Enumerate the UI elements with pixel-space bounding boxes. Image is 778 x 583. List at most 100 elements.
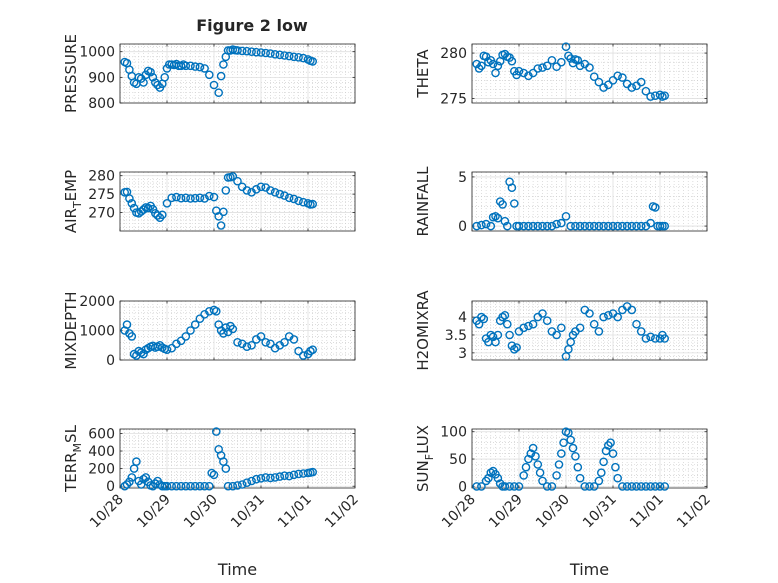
data-point [660,482,670,491]
x-tick-label: 11/02 [674,492,714,532]
data-point [601,446,611,456]
data-point [568,443,578,453]
data-point [266,339,275,349]
data-point [233,176,242,186]
data-point [127,473,137,482]
data-point [209,470,219,480]
data-point [599,457,608,467]
data-point [181,332,191,341]
data-point [613,71,623,81]
data-point [542,482,552,491]
data-point [186,326,195,335]
data-point [613,312,623,322]
y-axis-label: PRESSURE [62,34,80,113]
data-point [622,221,632,231]
data-point [127,332,137,341]
data-point [122,320,132,329]
x-tick-label: 10/29 [486,492,526,532]
data-point [498,312,507,322]
x-axis-label: Time [569,560,609,579]
data-point [195,314,205,324]
data-point [514,482,524,491]
data-point [512,343,521,352]
data-point [521,462,531,472]
data-point [479,314,489,324]
data-point [484,473,493,483]
data-point [294,469,303,479]
data-point [200,481,209,491]
data-point [655,221,665,231]
data-point [176,481,186,491]
data-point [211,306,221,316]
axes-box [471,300,708,361]
data-point [528,443,538,453]
data-point [247,476,256,486]
figure-title: Figure 2 low [196,16,308,35]
data-point [519,471,529,480]
data-point [552,62,561,71]
data-point [507,56,517,66]
data-point [606,438,615,448]
data-point [575,61,585,71]
data-point [519,323,529,333]
data-point [599,221,608,231]
data-point [127,198,137,208]
data-point [493,61,503,71]
data-point [585,221,594,231]
x-tick-label: 10/31 [580,492,620,532]
data-point [143,203,153,213]
data-point [186,61,195,71]
data-point [528,68,538,78]
data-point [488,59,498,69]
y-tick-label: 0 [106,479,115,495]
data-point [195,193,205,203]
data-point [542,61,552,71]
y-tick-label: 400 [88,444,115,460]
data-point [557,218,566,228]
y-tick-label: 280 [440,46,467,62]
data-point [519,221,529,231]
y-tick-label: 275 [440,91,467,107]
data-point [604,221,613,231]
data-point [585,482,594,491]
y-tick-label: 5 [458,170,467,186]
data-point [214,211,223,221]
data-point [195,481,205,491]
data-point [233,481,242,490]
data-point [261,337,271,347]
data-point [251,474,261,484]
data-point [561,42,571,52]
data-point [651,334,660,343]
data-point [597,468,606,478]
data-point [216,221,226,230]
data-point [228,481,238,491]
y-tick-label: 4 [458,310,467,326]
y-tick-label: 3 [458,346,467,362]
subplot-rainfall: 0 5 RAINFALL [414,166,708,236]
data-point [176,336,186,346]
data-point [557,449,566,458]
y-tick-label: 200 [88,462,115,478]
y-tick-label: 2000 [79,294,115,310]
data-point [216,71,226,81]
data-point [280,471,289,481]
data-point [538,221,547,231]
data-point [604,441,613,450]
data-point [251,47,261,57]
axes-box [119,428,356,489]
data-point [294,196,303,206]
data-point [139,474,148,484]
data-point [524,221,533,231]
data-point [646,92,655,101]
data-point [266,473,275,483]
data-point [153,80,162,90]
data-point [261,48,271,58]
data-point [533,64,543,73]
y-tick-label: 100 [440,425,467,441]
data-point [660,221,670,231]
data-point [162,198,172,208]
data-point [632,221,641,231]
x-tick-label: 11/01 [275,492,315,532]
data-point [641,334,651,343]
